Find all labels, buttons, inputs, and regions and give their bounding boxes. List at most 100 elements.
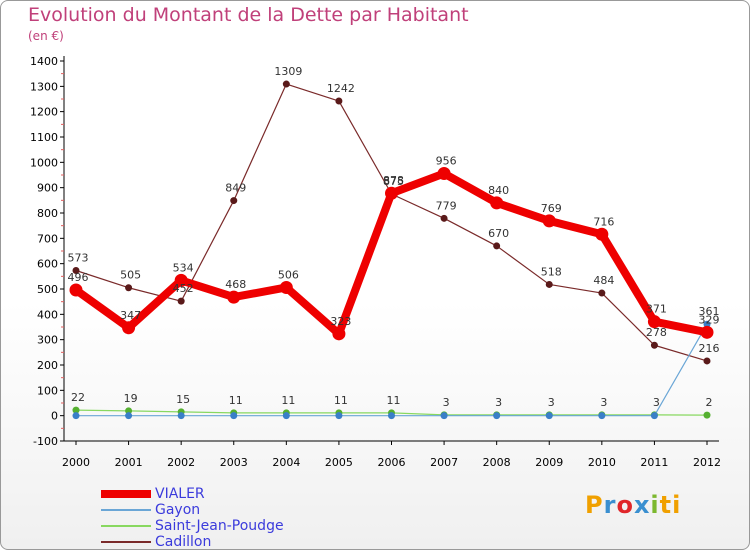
data-point-gayon-2000 (72, 412, 80, 420)
x-tick-label-2012: 2012 (693, 456, 721, 469)
y-tick-label--100: -100 (33, 435, 58, 448)
data-point-gayon-2005 (335, 412, 343, 420)
legend-label-saint-jean-poudge: Saint-Jean-Poudge (155, 518, 284, 534)
data-point-cadillon-2010 (598, 289, 606, 297)
data-label-saint-jean-poudge-2000: 22 (71, 391, 85, 404)
legend-label-gayon: Gayon (155, 502, 201, 518)
data-point-cadillon-2009 (545, 280, 553, 288)
data-label-cadillon-2005: 1242 (327, 82, 355, 95)
data-point-saint-jean-poudge-2001 (125, 407, 133, 415)
data-point-vialer-2005 (332, 327, 346, 341)
data-point-saint-jean-poudge-2000 (72, 406, 80, 414)
data-label-cadillon-2011: 278 (646, 326, 667, 339)
data-label-vialer-2009: 769 (541, 202, 562, 215)
x-tick-label-2001: 2001 (115, 456, 143, 469)
x-tick-label-2011: 2011 (640, 456, 668, 469)
data-point-vialer-2009 (542, 214, 556, 228)
data-label-saint-jean-poudge-2004: 11 (281, 394, 295, 407)
data-label-saint-jean-poudge-2011: 3 (653, 396, 660, 409)
data-label-vialer-2001: 347 (120, 309, 141, 322)
data-point-cadillon-2012 (703, 357, 711, 365)
y-tick-label-800: 800 (37, 207, 58, 220)
y-tick-label-400: 400 (37, 308, 58, 321)
data-label-vialer-2004: 506 (278, 268, 299, 281)
x-tick-label-2007: 2007 (430, 456, 458, 469)
data-label-vialer-2003: 468 (225, 278, 246, 291)
data-label-vialer-2005: 323 (330, 315, 351, 328)
data-point-gayon-2012 (703, 320, 711, 328)
data-point-vialer-2000 (69, 283, 83, 297)
data-point-vialer-2006 (385, 186, 398, 200)
data-label-cadillon-2010: 484 (593, 274, 614, 287)
legend-label-vialer: VIALER (155, 486, 205, 502)
data-label-vialer-2007: 956 (436, 154, 457, 167)
data-point-vialer-2003 (227, 290, 241, 304)
x-tick-label-2009: 2009 (535, 456, 563, 469)
data-point-cadillon-2000 (72, 267, 80, 275)
data-label-cadillon-2001: 505 (120, 269, 141, 282)
data-point-cadillon-2008 (493, 242, 501, 250)
data-point-gayon-2002 (177, 412, 185, 420)
data-label-vialer-2011: 371 (646, 303, 667, 316)
legend-item-gayon: Gayon (101, 502, 341, 518)
data-point-gayon-2011 (650, 412, 658, 420)
data-point-vialer-2001 (122, 321, 136, 335)
data-point-gayon-2006 (388, 412, 395, 420)
data-point-gayon-2009 (545, 412, 553, 420)
data-label-saint-jean-poudge-2008: 3 (495, 396, 502, 409)
data-label-vialer-2008: 840 (488, 184, 509, 197)
data-label-cadillon-2009: 518 (541, 265, 562, 278)
data-label-cadillon-2006: 875 (383, 175, 404, 188)
data-label-vialer-2000: 496 (68, 271, 89, 284)
y-tick-label-200: 200 (37, 359, 58, 372)
y-tick-label-1100: 1100 (30, 131, 58, 144)
legend: VIALER Gayon Saint-Jean-Poudge Cadillon (101, 486, 341, 550)
x-tick-label-2008: 2008 (483, 456, 511, 469)
legend-label-cadillon: Cadillon (155, 534, 212, 550)
x-tick-label-2002: 2002 (167, 456, 195, 469)
data-label-saint-jean-poudge-2009: 3 (548, 396, 555, 409)
data-label-cadillon-2002: 452 (173, 282, 194, 295)
proxiti-logo: Proxiti (585, 491, 682, 519)
y-tick-label-300: 300 (37, 334, 58, 347)
data-point-gayon-2008 (493, 412, 501, 420)
legend-swatch-saint-jean-poudge (101, 525, 151, 527)
data-label-cadillon-2008: 670 (488, 227, 509, 240)
y-tick-label-1300: 1300 (30, 80, 58, 93)
y-tick-label-700: 700 (37, 232, 58, 245)
data-point-cadillon-2001 (125, 284, 133, 292)
data-point-saint-jean-poudge-2012 (703, 411, 711, 419)
y-tick-label-1200: 1200 (30, 106, 58, 119)
data-point-gayon-2010 (598, 412, 606, 420)
legend-swatch-gayon (101, 509, 151, 511)
x-tick-label-2003: 2003 (220, 456, 248, 469)
data-label-vialer-2002: 534 (173, 261, 194, 274)
data-point-vialer-2007 (437, 166, 451, 180)
legend-item-saint-jean-poudge: Saint-Jean-Poudge (101, 518, 341, 534)
data-label-cadillon-2012: 216 (699, 342, 720, 355)
data-point-vialer-2012 (700, 325, 714, 339)
x-tick-label-2004: 2004 (272, 456, 300, 469)
data-label-saint-jean-poudge-2007: 3 (443, 396, 450, 409)
data-label-saint-jean-poudge-2003: 11 (229, 394, 243, 407)
data-point-cadillon-2011 (650, 341, 658, 349)
data-label-saint-jean-poudge-2001: 19 (124, 392, 138, 405)
data-point-cadillon-2007 (440, 214, 448, 222)
data-point-cadillon-2002 (177, 297, 185, 305)
data-point-vialer-2004 (279, 280, 293, 294)
x-tick-label-2006: 2006 (378, 456, 406, 469)
data-point-gayon-2001 (125, 412, 133, 420)
chart-title: Evolution du Montant de la Dette par Hab… (28, 4, 469, 26)
y-tick-label-1000: 1000 (30, 156, 58, 169)
data-label-vialer-2012: 329 (699, 313, 720, 326)
data-label-cadillon-2004: 1309 (274, 65, 302, 78)
data-label-saint-jean-poudge-2005: 11 (334, 394, 348, 407)
data-point-gayon-2003 (230, 412, 238, 420)
data-point-gayon-2007 (440, 412, 448, 420)
data-point-vialer-2002 (174, 273, 188, 287)
data-point-cadillon-2004 (282, 80, 290, 88)
data-label-vialer-2010: 716 (593, 215, 614, 228)
y-tick-label-900: 900 (37, 182, 58, 195)
